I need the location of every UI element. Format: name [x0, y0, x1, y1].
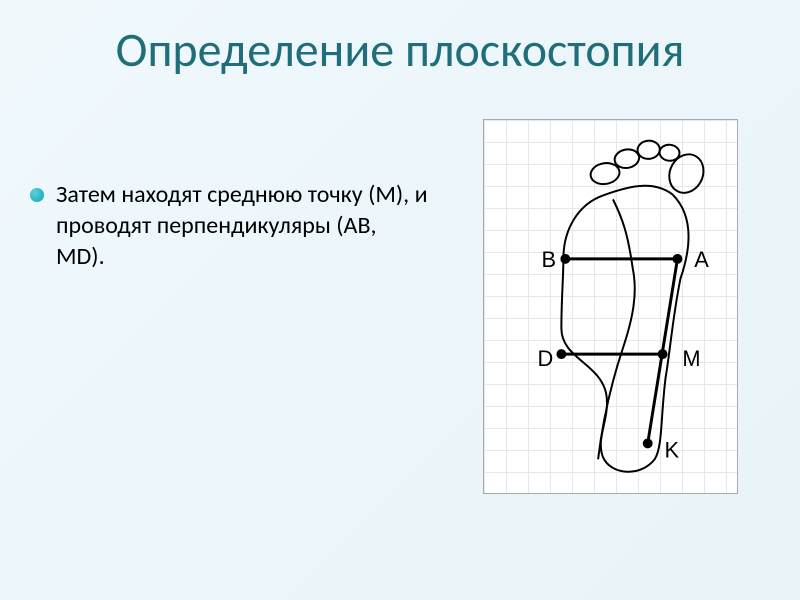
foot-svg: A B M D K: [484, 120, 737, 492]
foot-diagram: A B M D K: [483, 119, 738, 494]
content-area: Затем находят среднюю точку (М), и прово…: [0, 119, 800, 494]
title-text: Определение плоскостопия: [116, 20, 685, 79]
svg-text:K: K: [664, 437, 679, 462]
bullet-item: Затем находят среднюю точку (М), и прово…: [30, 179, 430, 273]
svg-text:B: B: [541, 247, 556, 272]
bullet-text: Затем находят среднюю точку (М), и прово…: [56, 179, 430, 273]
text-column: Затем находят среднюю точку (М), и прово…: [30, 119, 430, 494]
slide-title: Определение плоскостопия: [0, 0, 800, 119]
svg-text:D: D: [537, 346, 553, 371]
svg-text:A: A: [694, 247, 709, 272]
svg-text:M: M: [682, 346, 700, 371]
bullet-icon: [30, 188, 44, 202]
diagram-column: A B M D K: [450, 119, 770, 494]
